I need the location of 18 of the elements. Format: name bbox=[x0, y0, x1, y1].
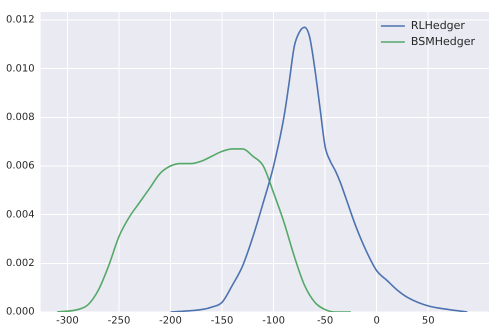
y-tick-label: 0.002 bbox=[6, 258, 35, 269]
y-tick-label: 0.000 bbox=[6, 306, 35, 318]
y-tick-label: 0.010 bbox=[6, 63, 35, 74]
x-tick-label: -150 bbox=[210, 316, 234, 327]
x-tick-label: -300 bbox=[56, 316, 79, 327]
y-tick-label: 0.004 bbox=[6, 209, 35, 220]
y-tick-label: 0.006 bbox=[6, 160, 35, 172]
y-tick-label: 0.012 bbox=[6, 14, 35, 26]
line-series bbox=[56, 148, 352, 312]
legend-label: BSMHedger bbox=[410, 34, 476, 48]
x-tick-label: -250 bbox=[108, 316, 130, 327]
x-tick-label: 50 bbox=[422, 316, 435, 327]
y-tick-label: 0.008 bbox=[6, 112, 35, 123]
legend-label: RLHedger bbox=[410, 18, 466, 32]
x-tick-label: 0 bbox=[373, 316, 380, 327]
x-tick-label: -100 bbox=[262, 316, 285, 327]
x-tick-label: -200 bbox=[159, 316, 182, 327]
x-tick-label: -50 bbox=[316, 316, 334, 327]
